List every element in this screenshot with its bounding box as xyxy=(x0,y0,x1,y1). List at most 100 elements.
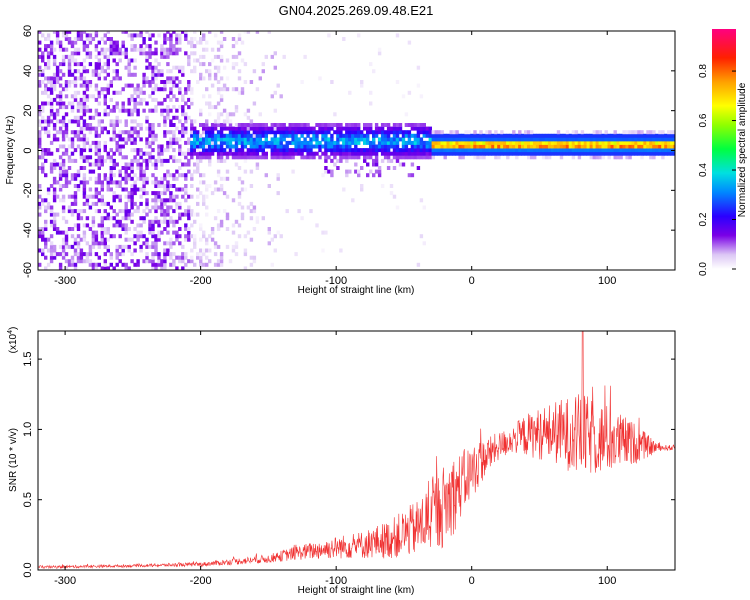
colorbar-gradient xyxy=(712,29,736,269)
heatmap-cell xyxy=(255,216,260,221)
heatmap-cell xyxy=(169,108,173,113)
heatmap-cell xyxy=(255,166,260,170)
heatmap-cell xyxy=(524,137,528,142)
heatmap-cell xyxy=(476,155,480,160)
heatmap-cell xyxy=(249,137,254,142)
heatmap-cell xyxy=(213,119,218,124)
heatmap-cell xyxy=(151,97,155,102)
heatmap-cell xyxy=(225,216,230,221)
heatmap-cell xyxy=(76,51,81,56)
heatmap-cell xyxy=(79,72,84,77)
heatmap-cell xyxy=(160,201,164,206)
heatmap-cell xyxy=(49,184,54,188)
heatmap-cell xyxy=(136,101,140,106)
heatmap-cell xyxy=(422,130,426,135)
heatmap-cell xyxy=(372,162,376,167)
heatmap-cell xyxy=(571,148,576,153)
heatmap-cell xyxy=(324,155,328,160)
heatmap-cell xyxy=(157,180,161,185)
heatmap-cell xyxy=(193,31,197,34)
heatmap-cell xyxy=(58,252,63,257)
heatmap-cell xyxy=(52,248,57,253)
heatmap-cell xyxy=(139,97,143,102)
heatmap-cell xyxy=(82,259,87,264)
heatmap-cell xyxy=(240,90,245,95)
heatmap-cell xyxy=(172,148,176,153)
heatmap-cell xyxy=(386,130,391,135)
heatmap-cell xyxy=(151,266,155,270)
heatmap-cell xyxy=(538,148,543,153)
heatmap-cell xyxy=(193,169,197,174)
heatmap-cell xyxy=(374,155,379,160)
heatmap-cell xyxy=(667,151,671,156)
heatmap-cell xyxy=(41,126,45,131)
heatmap-cell xyxy=(219,151,224,156)
heatmap-cell xyxy=(401,162,406,167)
heatmap-cell xyxy=(145,58,149,63)
heatmap-cell xyxy=(601,148,605,153)
heatmap-cell xyxy=(172,76,176,81)
heatmap-cell xyxy=(154,237,158,242)
heatmap-cell xyxy=(196,58,200,63)
heatmap-cell xyxy=(202,198,206,203)
heatmap-cell xyxy=(562,144,567,149)
heatmap-cell xyxy=(142,209,146,214)
heatmap-cell xyxy=(276,137,280,142)
heatmap-cell xyxy=(172,223,176,228)
heatmap-cell xyxy=(193,126,197,131)
heatmap-cell xyxy=(103,266,107,270)
heatmap-cell xyxy=(404,133,409,138)
heatmap-cell xyxy=(205,148,209,153)
heatmap-cell xyxy=(178,148,182,153)
heatmap-cell xyxy=(44,37,48,41)
heatmap-cell xyxy=(67,262,72,267)
heatmap-cell xyxy=(133,101,137,106)
heatmap-cell xyxy=(565,144,570,149)
heatmap-cell xyxy=(73,262,78,267)
heatmap-cell xyxy=(234,148,239,153)
heatmap-cell xyxy=(163,184,167,188)
heatmap-cell xyxy=(175,255,179,260)
heatmap-cell xyxy=(243,112,248,117)
heatmap-cell xyxy=(166,173,170,178)
heatmap-cell xyxy=(172,230,176,235)
heatmap-cell xyxy=(652,137,656,142)
heatmap-cell xyxy=(82,65,87,70)
heatmap-cell xyxy=(348,90,352,95)
heatmap-cell xyxy=(154,51,158,56)
heatmap-cell xyxy=(294,151,298,156)
heatmap-cell xyxy=(622,151,626,156)
heatmap-cell xyxy=(139,47,143,52)
heatmap-cell xyxy=(389,151,394,156)
heatmap-cell xyxy=(76,259,81,264)
heatmap-cell xyxy=(61,158,66,163)
heatmap-cell xyxy=(58,47,63,52)
heatmap-cell xyxy=(589,133,593,138)
heatmap-cell xyxy=(148,126,152,131)
heatmap-cell xyxy=(85,137,90,142)
colorbar-tick-label: 0.2 xyxy=(698,212,709,226)
heatmap-cell xyxy=(49,83,54,88)
heatmap-cell xyxy=(61,166,66,170)
heatmap-cell xyxy=(184,90,188,95)
heatmap-cell xyxy=(178,33,182,38)
heatmap-cell xyxy=(252,259,257,264)
heatmap-cell xyxy=(46,80,51,84)
heatmap-cell xyxy=(395,130,400,135)
heatmap-cell xyxy=(121,209,125,214)
heatmap-cell xyxy=(541,144,546,149)
heatmap-cell xyxy=(509,140,513,145)
heatmap-cell xyxy=(169,47,173,52)
heatmap-cell xyxy=(49,212,54,217)
heatmap-cell xyxy=(118,219,122,224)
heatmap-cell xyxy=(175,169,179,174)
heatmap-cell xyxy=(342,37,346,41)
heatmap-cell xyxy=(184,115,188,120)
heatmap-cell xyxy=(94,140,99,145)
heatmap-cell xyxy=(208,137,212,142)
heatmap-cell xyxy=(598,155,602,160)
heatmap-cell xyxy=(154,176,158,181)
heatmap-cell xyxy=(178,166,182,170)
heatmap-cell xyxy=(178,90,182,95)
heatmap-cell xyxy=(389,137,394,142)
